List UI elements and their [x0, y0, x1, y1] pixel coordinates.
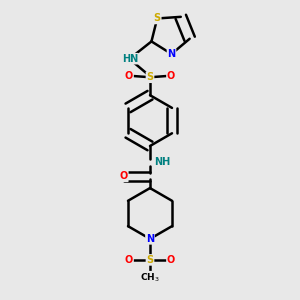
Text: S: S: [154, 14, 161, 23]
Text: O: O: [167, 71, 175, 81]
Text: N: N: [167, 49, 175, 59]
Text: NH: NH: [154, 158, 170, 167]
Text: O: O: [167, 255, 175, 265]
Text: N: N: [146, 234, 154, 244]
Text: O: O: [120, 171, 128, 181]
Text: CH$_3$: CH$_3$: [140, 272, 160, 284]
Text: S: S: [146, 255, 154, 265]
Text: HN: HN: [122, 54, 138, 64]
Text: O: O: [125, 255, 133, 265]
Text: S: S: [146, 72, 154, 82]
Text: O: O: [125, 71, 133, 81]
